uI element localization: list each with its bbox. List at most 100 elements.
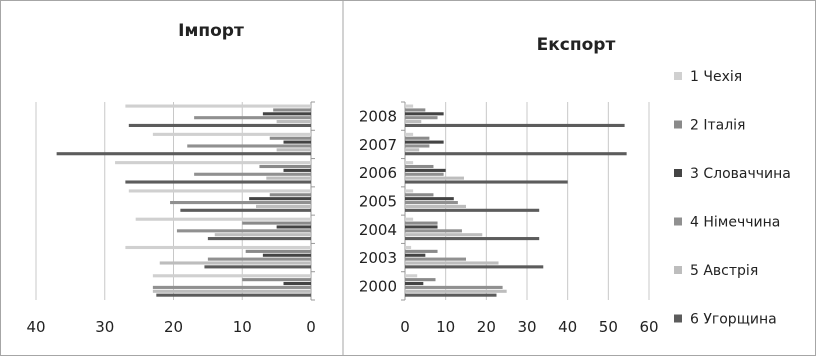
export-bar [405,201,458,205]
import-bar [152,285,311,289]
import-bar [259,164,311,169]
import-title: Імпорт [178,21,244,41]
import-bar [269,193,311,197]
import-bar [170,201,311,205]
import-bar [242,278,311,282]
legend-swatch [674,72,682,80]
export-bar [405,261,499,265]
import-bar [135,217,311,221]
import-bar [256,204,311,208]
legend: 1 Чехія 2 Італія 3 Словаччина 4 Німеччина 5 … [674,69,791,328]
legend-swatch [674,266,682,274]
export-bar [405,281,424,286]
export-bar [405,265,544,269]
import-bar [194,116,311,120]
export-bar [405,112,444,116]
export-bar [405,249,438,253]
legend-label: 6 Угорщина [690,312,777,328]
export-bar [405,176,464,180]
import-bar [273,108,311,112]
export-bar [405,116,438,120]
import-bar [269,136,311,140]
export-bar [405,180,568,184]
export-bar [405,274,418,278]
import-bar [180,208,311,212]
import-x-tick-label: 10 [233,318,252,336]
import-bar [152,274,311,278]
import-bar [187,144,311,148]
export-x-tick-label: 0 [400,318,410,336]
legend-swatch [674,169,682,177]
export-chart: 0 10 20 30 40 50 60 2008 2007 2006 2005 2004 2003 200… [359,101,659,336]
export-bar [405,172,444,176]
import-bar [176,229,311,233]
export-bar [405,193,434,197]
legend-label: 5 Австрія [690,263,758,279]
legend-label: 2 Італія [690,118,745,134]
export-bar [405,208,540,212]
legend-label: 3 Словаччина [690,166,791,182]
export-bar [405,123,625,127]
export-bar [405,168,446,172]
export-bar [405,152,627,156]
export-category-label: 2006 [359,164,397,182]
import-bar [152,132,311,136]
export-bar [405,104,414,108]
import-bar [159,261,311,265]
import-bar [125,245,311,250]
import-bar [156,293,311,297]
import-bar [115,161,311,165]
import-bar [245,249,311,253]
import-bar [128,123,311,127]
export-category-label: 2004 [359,221,397,239]
export-bar [405,278,436,282]
export-bar [405,204,466,208]
export-bar [405,257,466,261]
export-x-tick-label: 40 [558,318,577,336]
export-bar [405,217,414,221]
export-bar [405,120,422,124]
legend-swatch [674,314,682,323]
export-bar [405,164,434,169]
export-bar [405,136,430,140]
import-chart: 40 30 20 10 0 [26,101,316,336]
legend-label: 4 Німеччина [690,215,780,231]
export-bar [405,221,438,225]
legend-label: 1 Чехія [690,69,742,85]
import-bar [249,197,311,201]
import-bar [128,189,311,193]
export-category-label: 2003 [359,249,397,267]
import-bar [262,112,311,116]
import-bar [56,152,311,156]
export-x-tick-label: 20 [477,318,496,336]
export-bar [405,229,462,233]
import-x-tick-label: 20 [164,318,183,336]
export-title: Експорт [537,35,616,55]
import-bar [283,140,311,144]
export-category-label: 2008 [359,108,397,126]
export-x-tick-label: 60 [639,318,658,336]
export-bar [405,144,430,148]
import-bar [276,225,311,229]
legend-swatch [674,120,682,129]
export-bar [405,148,420,152]
import-bar [242,221,311,225]
import-bar [125,180,311,184]
export-bar [405,233,483,237]
export-x-tick-label: 30 [517,318,536,336]
legend-swatch [674,217,682,226]
import-bar [262,253,311,257]
export-category-label: 2000 [359,277,397,295]
export-bar [405,293,497,297]
export-bar [405,132,414,136]
export-bar [405,289,507,293]
export-bar [405,140,444,144]
import-bar [207,237,311,241]
export-bar [405,161,414,165]
import-bar [214,233,311,237]
import-bar [276,148,311,152]
export-bar [405,225,438,229]
import-x-tick-label: 0 [306,318,316,336]
